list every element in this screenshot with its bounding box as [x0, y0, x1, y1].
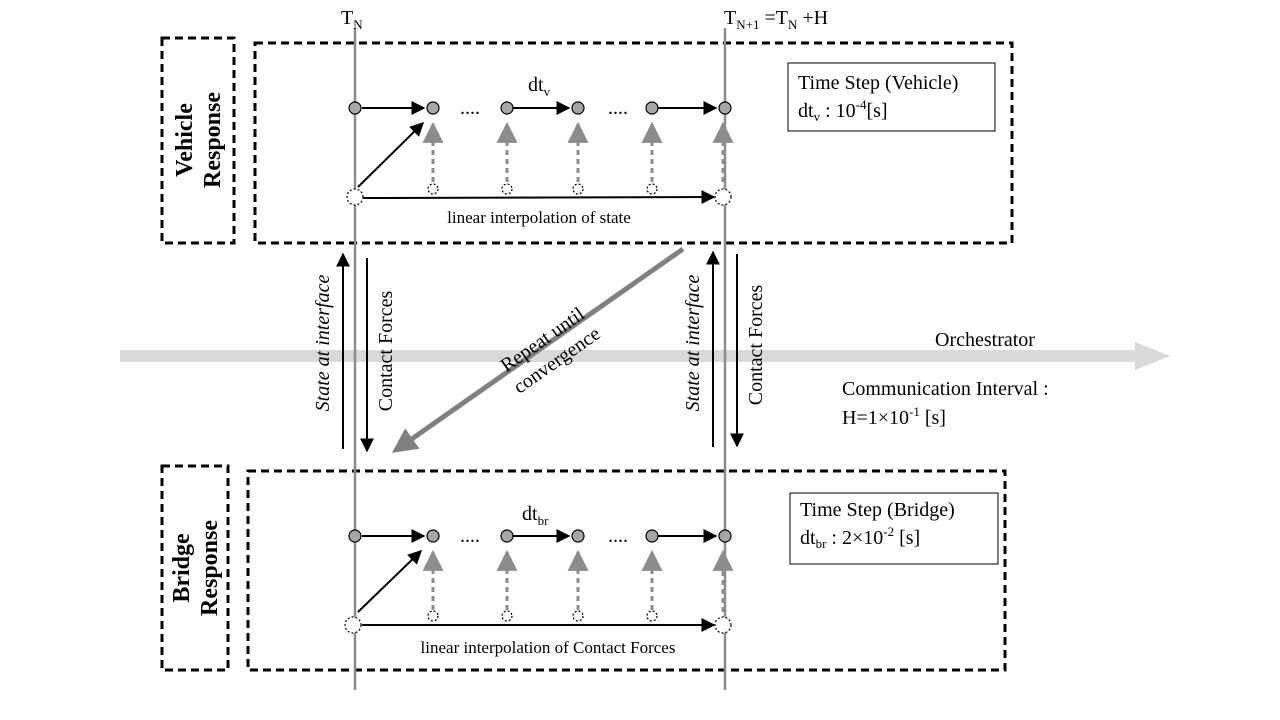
interval-title: Communication Interval : — [842, 378, 1049, 400]
vehicle-point — [348, 101, 362, 115]
interval-value: H=1×10-1 [s] — [842, 404, 946, 429]
bridge-point — [500, 529, 514, 543]
vehicle-step-chain — [357, 101, 718, 188]
bridge-dashed-arrows — [422, 549, 734, 612]
vehicle-dashed-arrows — [422, 121, 734, 182]
bridge-dots-1: .... — [460, 525, 480, 547]
vehicle-section-box — [160, 36, 236, 245]
vehicle-point — [645, 101, 659, 115]
exchange-arrows-tn1 — [706, 250, 744, 448]
vehicle-timestep-title: Time Step (Vehicle) — [798, 72, 958, 94]
vehicle-timestep-value: dtv : 10-4[s] — [798, 97, 888, 124]
vehicle-section-label: Vehicle Response — [172, 92, 226, 188]
vehicle-section-line2: Response — [200, 92, 226, 188]
orchestrator-label: Orchestrator — [935, 329, 1035, 351]
bridge-interp-label: linear interpolation of Contact Forces — [421, 638, 676, 657]
vehicle-interp-points — [346, 183, 732, 206]
bridge-step-chain — [357, 529, 718, 613]
vehicle-interp-arrow — [361, 190, 716, 205]
bridge-point — [348, 529, 362, 543]
vehicle-step-label: dtv — [528, 74, 551, 99]
bridge-timestep-value: dtbr : 2×10-2 [s] — [800, 524, 920, 551]
vehicle-interp-label: linear interpolation of state — [447, 208, 631, 227]
bridge-point — [426, 529, 440, 543]
orchestrator-axis — [120, 342, 1170, 370]
vehicle-section-line1: Vehicle — [172, 103, 198, 177]
tn1-label: TN+1 =TN +H — [724, 7, 828, 32]
bridge-response-box — [246, 469, 1007, 672]
bridge-section-box — [160, 464, 230, 672]
bridge-point — [645, 529, 659, 543]
vehicle-dots-2: .... — [608, 97, 628, 119]
vehicle-point — [718, 101, 732, 115]
forces-label-tn1: Contact Forces — [745, 285, 767, 406]
exchange-arrows-tn — [336, 252, 374, 453]
forces-label-tn: Contact Forces — [375, 291, 397, 412]
state-label-tn1: State at interface — [682, 275, 704, 412]
vehicle-timestep-box — [787, 62, 996, 132]
bridge-section-line2: Response — [197, 520, 223, 616]
state-label-tn: State at interface — [312, 275, 334, 412]
vehicle-response-box — [253, 41, 1014, 245]
bridge-timestep-title: Time Step (Bridge) — [800, 499, 955, 521]
bridge-step-label: dtbr — [522, 503, 549, 528]
bridge-point — [571, 529, 585, 543]
vehicle-point — [500, 101, 514, 115]
repeat-arrow — [391, 246, 685, 453]
bridge-point — [718, 529, 732, 543]
bridge-section-label: Bridge Response — [169, 520, 223, 616]
vehicle-dots-1: .... — [460, 97, 480, 119]
vehicle-point — [426, 101, 440, 115]
vehicle-state-points — [348, 101, 732, 115]
bridge-section-line1: Bridge — [169, 533, 195, 603]
vehicle-point — [571, 101, 585, 115]
bridge-state-points — [348, 529, 732, 543]
bridge-timestep-box — [789, 492, 999, 565]
tn-label: TN — [341, 7, 363, 32]
bridge-interp-points — [344, 610, 732, 634]
bridge-dots-2: .... — [608, 525, 628, 547]
